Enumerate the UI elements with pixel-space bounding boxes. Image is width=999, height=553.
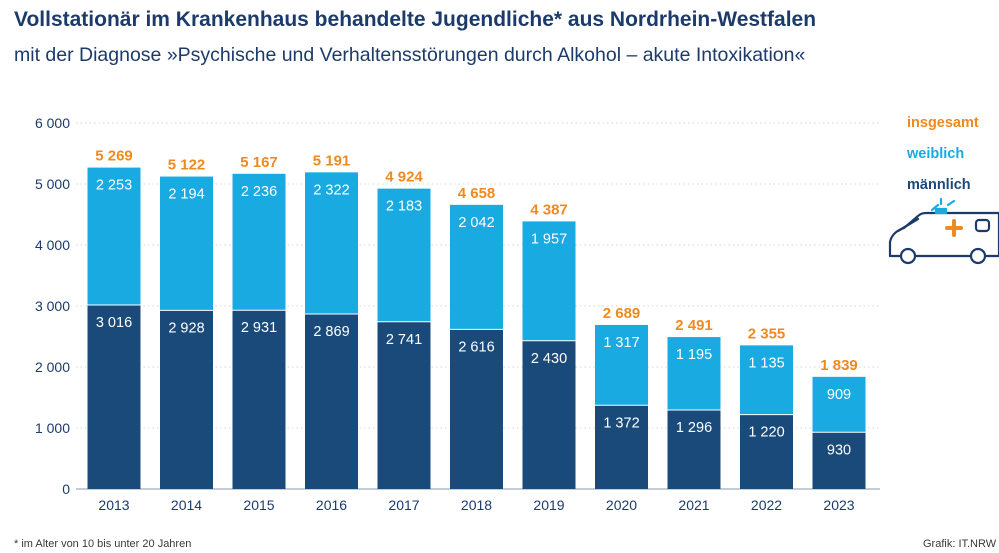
chart-title: Vollstationär im Krankenhaus behandelte …: [14, 8, 817, 31]
label-male-2021: 1 296: [676, 420, 712, 436]
bar-male-2016: [305, 313, 358, 489]
label-female-2020: 1 317: [603, 335, 639, 351]
legend-total: insgesamt: [907, 115, 979, 131]
x-tick-label-2013: 2013: [98, 497, 129, 513]
label-male-2013: 3 016: [96, 315, 132, 331]
bar-female-2022: [740, 345, 793, 415]
label-total-2013: 5 269: [95, 148, 133, 165]
label-total-2017: 4 924: [385, 169, 423, 186]
y-tick-label: 1 000: [35, 420, 70, 436]
bar-female-2015: [232, 173, 286, 311]
x-tick-label-2014: 2014: [171, 497, 202, 513]
bar-female-2017: [377, 188, 431, 322]
label-male-2016: 2 869: [313, 324, 349, 340]
label-female-2014: 2 194: [168, 187, 204, 203]
label-total-2023: 1 839: [820, 357, 858, 374]
bar-female-2019: [522, 221, 576, 341]
x-axis-ticks: 2013 2014 2015 2016 2017 2018 2019 2020 2021 2022…: [98, 497, 854, 513]
label-female-2018: 2 042: [458, 215, 494, 231]
label-male-2018: 2 616: [458, 339, 494, 355]
label-male-2015: 2 931: [241, 320, 277, 336]
label-total-2022: 2 355: [748, 325, 786, 342]
label-female-2015: 2 236: [241, 184, 277, 200]
label-female-2021: 1 195: [676, 347, 712, 363]
y-tick-label: 2 000: [35, 359, 70, 375]
label-male-2019: 2 430: [531, 351, 567, 367]
bar-female-2021: [667, 337, 721, 410]
label-male-2022: 1 220: [748, 425, 784, 441]
x-tick-label-2021: 2021: [678, 497, 709, 513]
bar-female-2013: [87, 167, 141, 306]
footnote: * im Alter von 10 bis unter 20 Jahren: [14, 538, 192, 550]
bar-male-2018: [450, 329, 503, 489]
bar-male-2022: [740, 414, 793, 489]
x-tick-label-2019: 2019: [533, 497, 564, 513]
label-total-2014: 5 122: [168, 157, 206, 174]
label-total-2019: 4 387: [530, 201, 568, 218]
y-tick-label: 0: [62, 481, 70, 497]
bar-female-2016: [305, 172, 358, 314]
x-tick-label-2017: 2017: [388, 497, 419, 513]
bar-female-2020: [595, 324, 648, 406]
x-tick-label-2020: 2020: [606, 497, 637, 513]
label-male-2023: 930: [827, 442, 851, 458]
y-tick-label: 4 000: [35, 237, 70, 253]
label-male-2020: 1 372: [603, 415, 639, 431]
label-female-2016: 2 322: [313, 182, 349, 198]
x-tick-label-2016: 2016: [316, 497, 347, 513]
label-female-2017: 2 183: [386, 199, 422, 215]
label-total-2021: 2 491: [675, 317, 713, 334]
ambulance-icon: [888, 197, 999, 265]
label-total-2016: 5 191: [313, 152, 351, 169]
bar-male-2013: [87, 305, 141, 489]
chart-subtitle: mit der Diagnose »Psychische und Verhalt…: [14, 44, 806, 66]
label-female-2022: 1 135: [748, 355, 784, 371]
x-tick-label-2018: 2018: [461, 497, 492, 513]
label-male-2017: 2 741: [386, 332, 422, 348]
x-tick-label-2023: 2023: [823, 497, 854, 513]
bar-female-2014: [160, 176, 213, 311]
label-total-2020: 2 689: [603, 305, 641, 322]
value-labels: 3 016 2 253 5 269 2 928 2 194 5 122 2 931 2 236…: [95, 148, 858, 459]
x-tick-label-2022: 2022: [751, 497, 782, 513]
bar-male-2019: [522, 340, 576, 489]
legend: insgesamt weiblich männlich: [907, 108, 979, 201]
bar-male-2023: [812, 432, 866, 489]
bars: [87, 167, 866, 489]
y-tick-label: 6 000: [35, 115, 70, 131]
x-tick-label-2015: 2015: [243, 497, 274, 513]
legend-male: männlich: [907, 177, 971, 193]
bar-male-2015: [232, 310, 286, 489]
y-tick-label: 5 000: [35, 176, 70, 192]
legend-female: weiblich: [907, 146, 965, 162]
bar-male-2017: [377, 321, 431, 489]
label-female-2013: 2 253: [96, 178, 132, 194]
y-axis-ticks: 0 1 000 2 000 3 000 4 000 5 000 6 000: [35, 115, 70, 497]
bar-female-2018: [450, 204, 503, 330]
bar-male-2021: [667, 409, 721, 489]
label-total-2018: 4 658: [458, 185, 496, 202]
label-female-2019: 1 957: [531, 231, 567, 247]
label-total-2015: 5 167: [240, 154, 278, 171]
bar-male-2014: [160, 310, 213, 489]
label-female-2023: 909: [827, 387, 851, 403]
y-tick-label: 3 000: [35, 298, 70, 314]
bar-female-2023: [812, 376, 866, 433]
bar-male-2020: [595, 405, 648, 489]
graphic-credit: Grafik: IT.NRW: [923, 538, 997, 550]
label-male-2014: 2 928: [168, 320, 204, 336]
